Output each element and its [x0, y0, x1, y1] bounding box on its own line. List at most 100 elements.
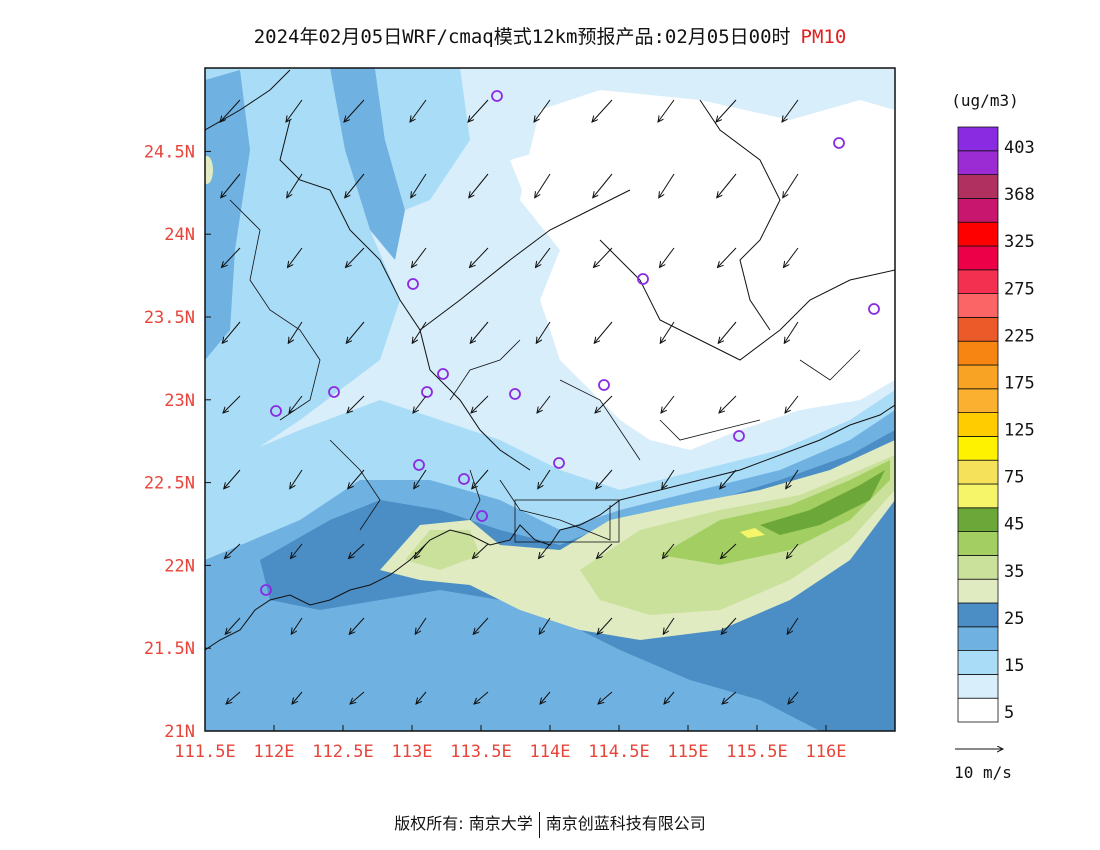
station-marker	[553, 457, 565, 469]
legend-swatch	[957, 388, 999, 413]
lon-tick-label: 112E	[254, 742, 295, 762]
footer-divider	[538, 811, 540, 838]
copyright-right: 南京创蓝科技有限公司	[545, 814, 706, 833]
wind-arrow	[221, 173, 241, 198]
legend-swatch	[957, 412, 999, 437]
boundaries	[205, 69, 895, 651]
wind-arrow	[659, 173, 675, 198]
wind-arrow	[536, 247, 551, 268]
wind-arrow	[786, 469, 799, 489]
wind-arrow	[658, 99, 675, 122]
contour-mid-north	[375, 68, 470, 210]
wind-arrow	[472, 469, 489, 489]
wind-arrow	[721, 617, 737, 634]
legend-label: 368	[1004, 185, 1035, 205]
wind-arrow	[412, 247, 427, 268]
station-marker	[328, 386, 340, 398]
station-marker	[491, 90, 503, 102]
legend-label: 275	[1004, 279, 1035, 299]
county-borders	[229, 199, 861, 541]
contour-plume-75	[740, 528, 765, 538]
wind-arrow	[414, 469, 427, 489]
legend-swatch	[957, 578, 999, 604]
wind-arrow	[540, 691, 551, 704]
legend-swatch	[957, 316, 999, 342]
wind-arrow	[410, 99, 427, 122]
wind-arrow	[539, 617, 551, 634]
legend-label: 45	[1004, 515, 1024, 535]
wind-arrow	[784, 321, 799, 343]
lat-tick-label: 24N	[164, 225, 195, 245]
legend-unit: (ug/m3)	[951, 91, 1018, 110]
legend-swatch	[957, 435, 999, 461]
wind-arrow	[598, 691, 613, 704]
wind-arrow	[596, 469, 613, 489]
wind-arrow	[349, 617, 365, 634]
lon-tick-label: 111.5E	[174, 742, 235, 762]
latitude-axis: 21N 21.5N 22N 22.5N 23N 23.5N 24N 24.5N	[144, 142, 211, 742]
wind-arrow	[289, 395, 303, 413]
wind-arrow	[225, 543, 241, 559]
wind-arrow	[722, 691, 737, 704]
station-marker	[476, 510, 488, 522]
wind-arrow	[597, 543, 613, 559]
wind-arrow	[597, 617, 613, 634]
station-marker	[868, 303, 880, 315]
legend-swatch	[957, 650, 999, 675]
footer: 版权所有: 南京大学 南京创蓝科技有限公司	[0, 810, 1100, 838]
wind-arrow	[416, 691, 427, 704]
station-marker	[833, 137, 845, 149]
station-marker	[260, 584, 272, 596]
station-marker	[413, 459, 425, 471]
lat-tick-label: 24.5N	[144, 142, 195, 162]
wind-arrow	[721, 543, 737, 559]
wind-arrow	[224, 469, 241, 489]
wind-arrow	[412, 321, 427, 343]
legend-swatch	[957, 269, 999, 294]
legend-swatch	[957, 197, 999, 223]
wind-vectors	[220, 99, 799, 704]
wind-arrow	[664, 691, 675, 704]
wind-arrow	[787, 617, 799, 634]
wind-arrow	[661, 395, 675, 413]
wind-arrow	[222, 321, 241, 343]
wind-arrow	[788, 691, 799, 704]
wind-arrow	[719, 395, 737, 413]
lon-tick-label: 114.5E	[588, 742, 649, 762]
legend-swatch	[957, 293, 999, 318]
legend-swatch	[957, 174, 999, 199]
wind-arrow	[718, 321, 737, 343]
map-title: 2024年02月05日WRF/cmaq模式12km预报产品:02月05日00时 P…	[0, 22, 1100, 49]
wind-arrow	[226, 691, 241, 704]
wind-arrow	[535, 173, 551, 198]
wind-arrow	[288, 247, 303, 268]
legend-swatch	[957, 507, 999, 532]
legend-label: 5	[1004, 703, 1014, 723]
wind-arrow	[292, 691, 303, 704]
station-marker	[437, 368, 449, 380]
wind-arrow	[348, 469, 365, 489]
wind-arrow	[415, 543, 427, 559]
wind-arrow	[291, 543, 303, 559]
legend-swatch	[957, 483, 999, 509]
station-marker	[270, 405, 282, 417]
coastline	[205, 404, 895, 651]
wind-arrow	[291, 617, 303, 634]
wind-arrow	[346, 247, 365, 268]
legend-label: 75	[1004, 468, 1024, 488]
legend-swatch	[957, 555, 999, 580]
station-marker	[598, 379, 610, 391]
wind-arrow	[470, 321, 489, 343]
contour-low-inland-2	[510, 150, 560, 210]
copyright-left: 版权所有: 南京大学	[394, 814, 533, 833]
legend-label: 403	[1004, 138, 1035, 158]
lat-tick-label: 21N	[164, 722, 195, 742]
wind-arrow	[473, 617, 489, 634]
wind-arrow	[290, 469, 303, 489]
wind-arrow	[288, 321, 303, 343]
wind-arrow	[717, 173, 737, 198]
contour-plume-45	[660, 460, 890, 565]
contour-spot-west	[205, 156, 213, 184]
lat-tick-label: 21.5N	[144, 639, 195, 659]
